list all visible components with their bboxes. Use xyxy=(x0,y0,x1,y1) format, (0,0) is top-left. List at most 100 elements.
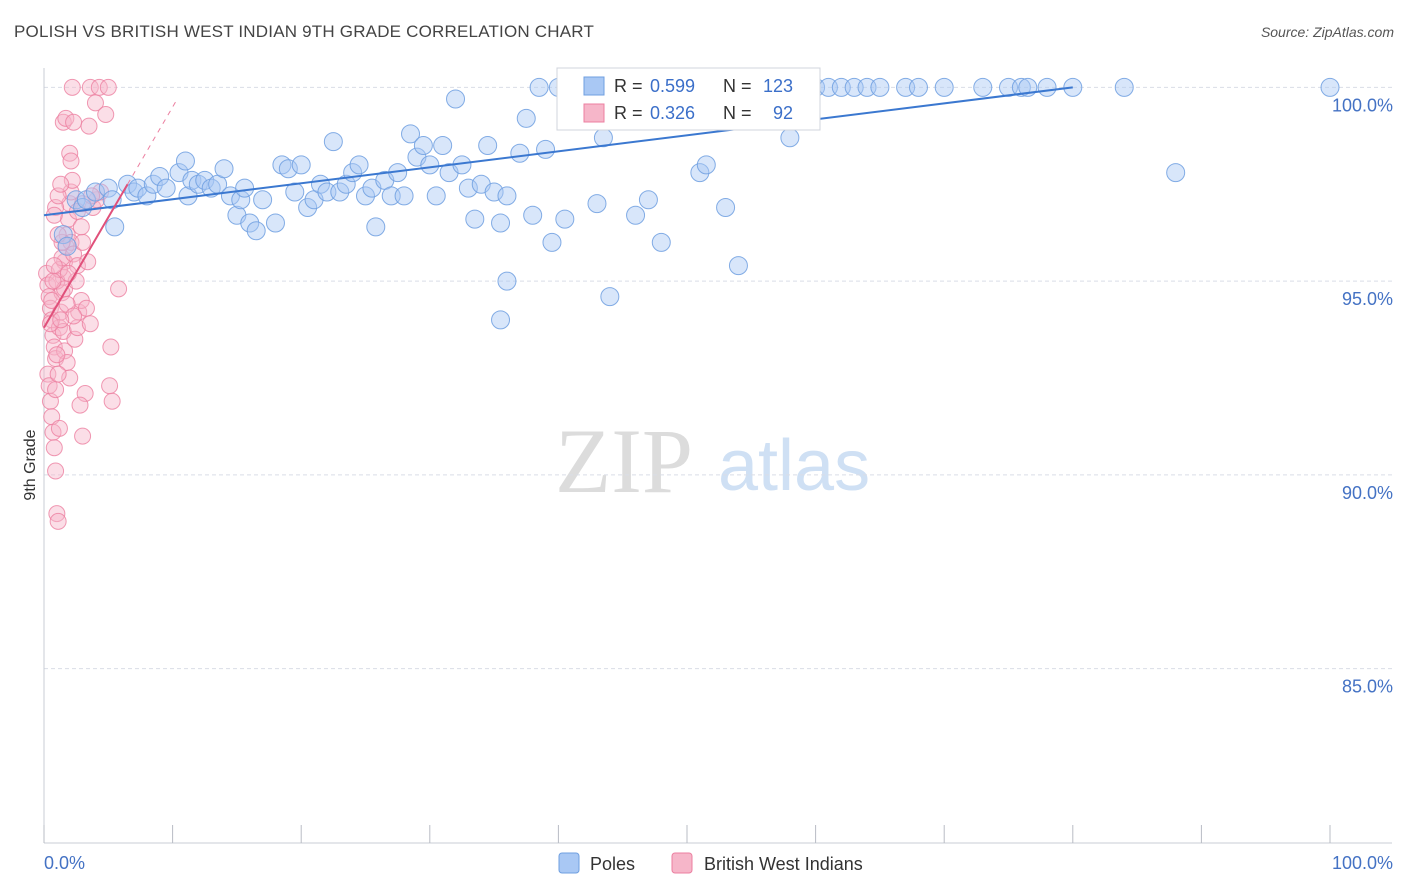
gridlines xyxy=(44,86,1392,670)
bwi-point xyxy=(47,462,65,480)
poles-point xyxy=(265,213,285,233)
poles-point xyxy=(98,178,118,198)
bwi-point xyxy=(49,365,67,383)
poles-point xyxy=(394,186,414,206)
poles-point xyxy=(510,143,530,163)
legend-swatch-bwi xyxy=(583,103,605,123)
y-tick-label: 95.0% xyxy=(1342,289,1393,309)
poles-point xyxy=(66,190,86,210)
poles-point xyxy=(285,182,305,202)
poles-point xyxy=(124,182,144,202)
x-tick-label-right: 100.0% xyxy=(1332,853,1393,873)
british-west-indians-points xyxy=(38,78,128,530)
legend-swatch-poles xyxy=(583,76,605,96)
poles-point xyxy=(908,77,928,97)
y-tick-label: 90.0% xyxy=(1342,483,1393,503)
bwi-point xyxy=(101,377,119,395)
poles-point xyxy=(491,310,511,330)
bottom-legend-swatch-poles xyxy=(558,852,580,874)
bwi-point xyxy=(90,78,108,96)
bottom-legend-label-poles: Poles xyxy=(590,854,635,874)
poles-point xyxy=(137,186,157,206)
bwi-point xyxy=(102,338,120,356)
poles-trend-line xyxy=(43,86,1073,217)
bwi-point xyxy=(81,315,99,333)
poles-point xyxy=(214,159,234,179)
poles-point xyxy=(536,139,556,159)
poles-point xyxy=(728,256,748,276)
poles-point xyxy=(973,77,993,97)
poles-point xyxy=(465,209,485,229)
poles-point xyxy=(600,287,620,307)
bwi-point xyxy=(99,78,117,96)
poles-point xyxy=(195,170,215,190)
poles-point xyxy=(542,232,562,252)
watermark: ZIP atlas xyxy=(555,410,870,512)
bwi-point xyxy=(52,175,70,193)
poles-point xyxy=(523,205,543,225)
poles-point xyxy=(356,186,375,206)
bwi-point xyxy=(45,439,63,457)
poles-point xyxy=(497,186,517,206)
watermark-zip: ZIP xyxy=(555,410,693,512)
poles-point xyxy=(934,77,954,97)
poles-point xyxy=(143,174,163,194)
bwi-point xyxy=(62,152,80,170)
poles-point xyxy=(235,178,255,198)
poles-point xyxy=(150,167,170,186)
trend-lines xyxy=(43,86,1073,329)
legend-n-label-bwi: N = xyxy=(723,103,752,123)
bwi-point xyxy=(47,381,65,399)
poles-point xyxy=(1320,77,1340,97)
legend-n-label-poles: N = xyxy=(723,76,752,96)
poles-point xyxy=(497,271,517,291)
legend-n-value-bwi: 92 xyxy=(773,103,793,123)
bwi-point xyxy=(81,78,99,96)
poles-point xyxy=(651,232,671,252)
bwi-point xyxy=(71,396,89,414)
poles-point xyxy=(57,236,77,256)
bwi-trend-extension xyxy=(127,100,177,185)
poles-point xyxy=(246,221,266,241)
tick-labels: 100.0% 95.0% 90.0% 85.0% 0.0% 100.0% xyxy=(44,95,1393,873)
poles-point xyxy=(484,182,504,202)
poles-point xyxy=(696,155,716,175)
poles-point xyxy=(491,213,511,233)
poles-point xyxy=(253,190,273,210)
poles-point xyxy=(1114,77,1134,97)
poles-point xyxy=(105,217,125,237)
poles-point xyxy=(336,174,356,194)
bwi-point xyxy=(110,280,128,298)
bwi-point xyxy=(48,346,66,364)
poles-point xyxy=(366,217,386,237)
correlation-legend: R = 0.599 N = 123 R = 0.326 N = 92 xyxy=(556,67,821,131)
poles-point xyxy=(690,163,710,183)
poles-point xyxy=(433,136,453,155)
bwi-point xyxy=(50,419,68,437)
poles-point xyxy=(1037,77,1057,97)
poles-point xyxy=(175,151,195,171)
axes xyxy=(43,68,1392,844)
poles-point xyxy=(478,136,498,155)
poles-point xyxy=(240,213,260,233)
poles-point xyxy=(401,124,421,144)
poles-point xyxy=(446,89,466,109)
poles-point xyxy=(298,198,318,217)
legend-r-value-poles: 0.599 xyxy=(650,76,695,96)
legend-r-label-poles: R = xyxy=(614,76,643,96)
poles-point xyxy=(516,108,536,128)
poles-point xyxy=(1166,163,1186,183)
poles-point xyxy=(870,77,890,97)
bwi-point xyxy=(80,117,98,135)
poles-point xyxy=(529,77,549,97)
watermark-atlas: atlas xyxy=(718,426,870,506)
bwi-point xyxy=(97,106,115,123)
chart-title: POLISH VS BRITISH WEST INDIAN 9TH GRADE … xyxy=(14,22,595,41)
poles-point xyxy=(330,182,350,202)
poles-point xyxy=(53,225,73,245)
poles-point xyxy=(638,190,658,210)
x-tick-label-left: 0.0% xyxy=(44,853,85,873)
y-tick-label: 100.0% xyxy=(1332,95,1393,115)
poles-point xyxy=(555,209,575,229)
